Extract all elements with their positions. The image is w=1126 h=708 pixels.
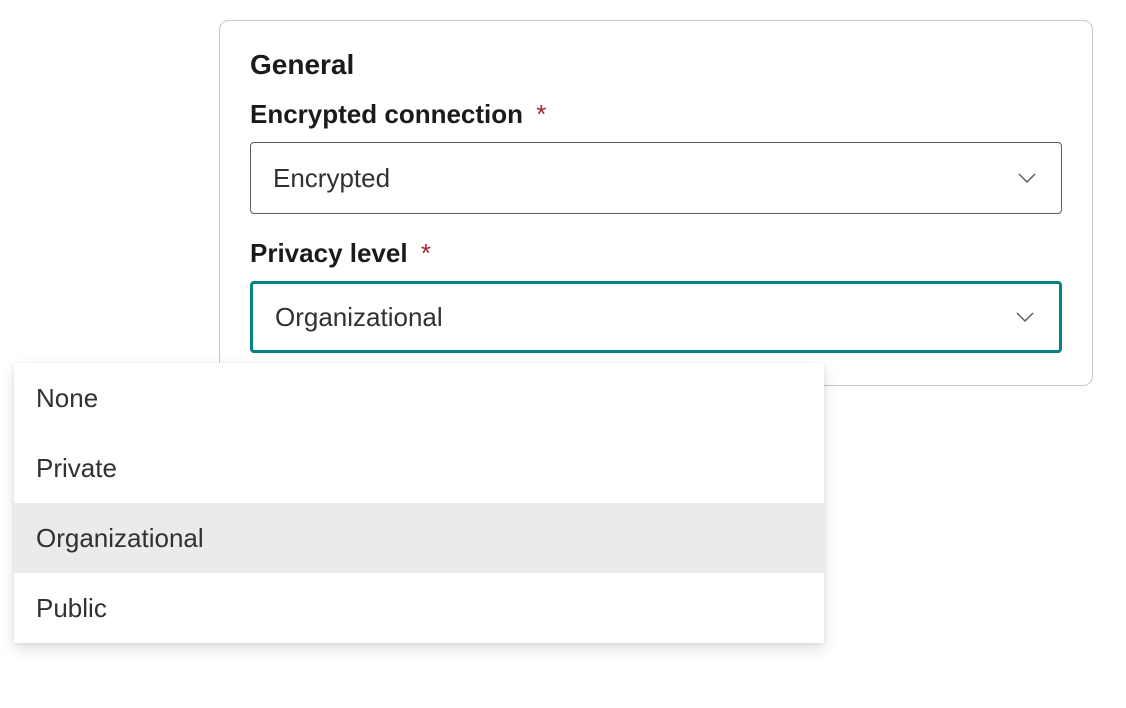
section-heading: General <box>250 49 1062 81</box>
required-asterisk: * <box>536 99 546 129</box>
dropdown-option-none[interactable]: None <box>14 363 824 433</box>
dropdown-option-label: None <box>36 383 98 414</box>
dropdown-option-private[interactable]: Private <box>14 433 824 503</box>
chevron-down-icon <box>1013 305 1037 329</box>
chevron-down-icon <box>1015 166 1039 190</box>
dropdown-option-label: Public <box>36 593 107 624</box>
privacy-level-select[interactable]: Organizational <box>250 281 1062 353</box>
dropdown-option-label: Organizational <box>36 523 204 554</box>
encrypted-connection-value: Encrypted <box>273 163 390 194</box>
field-label-text: Encrypted connection <box>250 99 523 129</box>
privacy-level-label: Privacy level * <box>250 238 1062 269</box>
general-panel: General Encrypted connection * Encrypted… <box>219 20 1093 386</box>
required-asterisk: * <box>421 238 431 268</box>
encrypted-connection-label: Encrypted connection * <box>250 99 1062 130</box>
encrypted-connection-select[interactable]: Encrypted <box>250 142 1062 214</box>
dropdown-option-public[interactable]: Public <box>14 573 824 643</box>
field-label-text: Privacy level <box>250 238 408 268</box>
privacy-level-dropdown: None Private Organizational Public <box>14 363 824 643</box>
privacy-level-value: Organizational <box>275 302 443 333</box>
dropdown-option-organizational[interactable]: Organizational <box>14 503 824 573</box>
dropdown-option-label: Private <box>36 453 117 484</box>
